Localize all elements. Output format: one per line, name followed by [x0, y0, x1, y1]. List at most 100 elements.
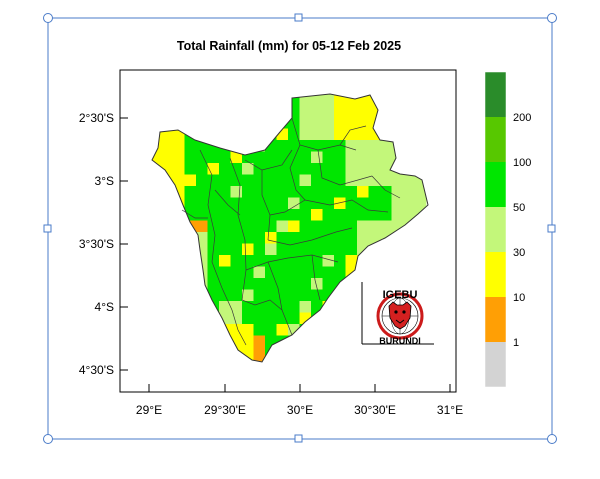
resize-handle-top-right[interactable]: [547, 13, 557, 23]
rainfall-cell: [253, 232, 266, 244]
rainfall-cell: [334, 255, 346, 267]
rainfall-cell: [276, 128, 289, 141]
rainfall-cell: [276, 243, 289, 256]
rainfall-cell: [219, 243, 231, 256]
rainfall-cell: [322, 186, 335, 198]
rainfall-cell: [230, 324, 243, 336]
rainfall-cell: [334, 186, 346, 198]
rainfall-cell: [334, 117, 346, 129]
legend-swatch: [485, 117, 506, 162]
rainfall-cell: [276, 301, 289, 313]
longitude-axis: 29°E 29°30'E 30°E 30°30'E 31°E: [136, 384, 463, 417]
rainfall-cell: [253, 186, 266, 198]
rainfall-cell: [219, 174, 231, 187]
rainfall-cell: [380, 174, 392, 187]
rainfall-cell: [311, 151, 323, 164]
rainfall-cell: [207, 278, 220, 290]
rainfall-cell: [196, 163, 208, 175]
rainfall-cell: [357, 163, 369, 175]
rainfall-cell: [219, 312, 231, 325]
rainfall-cell: [299, 220, 312, 233]
rainfall-cell: [334, 151, 346, 164]
rainfall-cell: [403, 186, 415, 198]
rainfall-cell: [334, 94, 346, 106]
legend-swatch: [485, 162, 506, 207]
rainfall-cell: [253, 324, 266, 336]
rainfall-cell: [299, 266, 312, 279]
rainfall-cell: [380, 197, 392, 210]
selection-frame[interactable]: [43, 13, 557, 444]
rainfall-cell: [184, 140, 197, 152]
legend-tick-label: 10: [513, 292, 525, 304]
rainfall-cell: [345, 140, 358, 152]
rainfall-cell: [334, 243, 346, 256]
resize-handle-left[interactable]: [43, 224, 52, 233]
rainfall-cell: [288, 301, 300, 313]
rainfall-cell: [242, 174, 254, 187]
rainfall-cell: [299, 255, 312, 267]
rainfall-cell: [368, 186, 381, 198]
rainfall-cell: [357, 105, 369, 118]
rainfall-cell: [253, 289, 266, 302]
rainfall-cell: [414, 186, 427, 198]
rainfall-cell: [368, 174, 381, 187]
rainfall-cell: [276, 278, 289, 290]
legend-swatch: [485, 252, 506, 297]
rainfall-cell: [253, 278, 266, 290]
rainfall-cell: [334, 140, 346, 152]
rainfall-cell: [322, 140, 335, 152]
rainfall-cell: [161, 151, 174, 164]
rainfall-cell: [276, 255, 289, 267]
resize-handle-bottom[interactable]: [294, 434, 303, 443]
rainfall-cell: [288, 105, 300, 118]
rainfall-cell: [184, 197, 197, 210]
rainfall-cell: [357, 197, 369, 210]
legend-tick-label: 100: [513, 157, 531, 169]
rainfall-cell: [322, 232, 335, 244]
rainfall-cell: [368, 220, 381, 233]
rainfall-cell: [322, 209, 335, 221]
rainfall-cell: [368, 151, 381, 164]
rainfall-cell: [299, 140, 312, 152]
rainfall-cell: [230, 174, 243, 187]
rainfall-cell: [334, 232, 346, 244]
rainfall-cell: [345, 255, 358, 267]
rainfall-cell: [161, 140, 174, 152]
rainfall-cell: [276, 232, 289, 244]
rainfall-cell: [368, 197, 381, 210]
rainfall-cell: [276, 324, 289, 336]
rainfall-cell: [391, 186, 404, 198]
resize-handle-top-left[interactable]: [43, 13, 53, 23]
rainfall-cell: [161, 163, 174, 175]
rainfall-cell: [345, 128, 358, 141]
rainfall-cell: [173, 140, 185, 152]
rainfall-cell: [380, 220, 392, 233]
resize-handle-bottom-right[interactable]: [547, 434, 557, 444]
rainfall-cell: [253, 358, 266, 362]
rainfall-cell: [368, 128, 381, 141]
legend-tick-label: 200: [513, 112, 531, 124]
lon-tick-label: 29°E: [136, 403, 162, 417]
resize-handle-bottom-left[interactable]: [43, 434, 53, 444]
rainfall-cell: [230, 289, 243, 302]
resize-handle-right[interactable]: [547, 224, 556, 233]
rainfall-cell: [173, 128, 185, 141]
map-title: Total Rainfall (mm) for 05-12 Feb 2025: [177, 39, 401, 53]
lon-tick-label: 30°30'E: [354, 403, 396, 417]
latitude-axis: 2°30'S 3°S 3°30'S 4°S 4°30'S: [79, 111, 128, 377]
rainfall-cell: [219, 289, 231, 302]
rainfall-cell: [334, 174, 346, 187]
rainfall-cell: [230, 151, 243, 164]
rainfall-cell: [219, 301, 231, 313]
rainfall-cell: [253, 197, 266, 210]
rainfall-cell: [311, 94, 323, 106]
rainfall-cell: [230, 278, 243, 290]
rainfall-cell: [253, 335, 266, 348]
rainfall-cell: [230, 220, 243, 233]
resize-handle-top[interactable]: [294, 13, 303, 22]
rainfall-cell: [242, 289, 254, 302]
rainfall-cell: [196, 140, 208, 152]
rainfall-cell: [253, 243, 266, 256]
rainfall-cell: [311, 128, 323, 141]
rainfall-cell: [299, 289, 312, 302]
